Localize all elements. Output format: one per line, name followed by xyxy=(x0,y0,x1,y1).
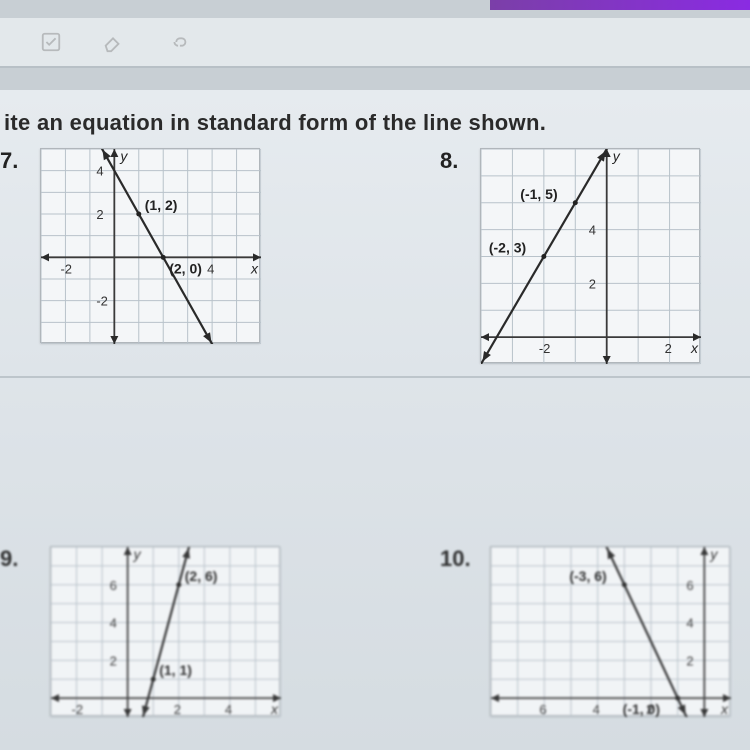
problem-number-10: 10. xyxy=(440,546,471,572)
svg-text:-2: -2 xyxy=(60,261,72,276)
svg-text:2: 2 xyxy=(665,341,672,356)
svg-text:2: 2 xyxy=(96,207,103,222)
svg-text:-2: -2 xyxy=(96,294,108,309)
eraser-icon[interactable] xyxy=(102,31,124,53)
graph-8: x y -2 2 4 2 (-1, 5) (-2, 3) xyxy=(480,148,700,363)
title-bar-accent xyxy=(490,0,750,10)
worksheet-page: ite an equation in standard form of the … xyxy=(0,90,750,750)
svg-text:(2, 0): (2, 0) xyxy=(169,260,202,276)
svg-text:y: y xyxy=(133,547,142,562)
svg-text:4: 4 xyxy=(225,702,232,717)
svg-text:4: 4 xyxy=(110,616,117,631)
svg-text:(2, 6): (2, 6) xyxy=(185,568,218,584)
svg-text:(1, 1): (1, 1) xyxy=(159,662,192,678)
graph-9: x y -2 2 4 6 4 2 (2, 6) (1, 1) xyxy=(50,546,280,716)
svg-text:y: y xyxy=(709,547,718,562)
problem-number-7: 7. xyxy=(0,148,18,174)
svg-text:2: 2 xyxy=(589,276,596,291)
graph-10: xy642642(-3, 6)(-1, 0) xyxy=(490,546,730,716)
svg-text:4: 4 xyxy=(589,223,596,238)
svg-text:x: x xyxy=(720,701,729,717)
svg-text:(-1, 5): (-1, 5) xyxy=(520,186,557,202)
graph-7: x y -2 4 4 2 -2 (1, 2) (2, 0) xyxy=(40,148,260,343)
svg-text:6: 6 xyxy=(686,578,693,593)
svg-text:2: 2 xyxy=(686,653,693,668)
svg-text:(1, 2): (1, 2) xyxy=(145,197,178,213)
link-icon[interactable] xyxy=(164,31,194,53)
svg-text:2: 2 xyxy=(110,653,117,668)
svg-text:4: 4 xyxy=(686,616,693,631)
toolbar xyxy=(0,18,750,68)
svg-text:(-3, 6): (-3, 6) xyxy=(569,568,606,584)
svg-text:2: 2 xyxy=(174,702,181,717)
svg-text:y: y xyxy=(612,149,621,164)
problems-container: 7. x y -2 4 4 2 -2 (1, 2) (2, 0) 8. x y -2 2 4 2 (-1, … xyxy=(0,136,750,736)
svg-text:6: 6 xyxy=(110,578,117,593)
svg-text:6: 6 xyxy=(539,702,546,717)
svg-text:y: y xyxy=(119,149,128,164)
svg-text:(-1, 0): (-1, 0) xyxy=(623,701,660,717)
svg-text:-2: -2 xyxy=(72,702,84,717)
problem-number-9: 9. xyxy=(0,546,18,572)
svg-text:4: 4 xyxy=(207,261,214,276)
divider xyxy=(0,376,750,378)
svg-text:x: x xyxy=(270,701,279,717)
svg-text:4: 4 xyxy=(593,702,600,717)
instruction-text: ite an equation in standard form of the … xyxy=(0,110,750,136)
svg-text:-2: -2 xyxy=(539,341,551,356)
svg-text:x: x xyxy=(250,260,259,276)
svg-text:4: 4 xyxy=(96,164,103,179)
svg-text:(-2, 3): (-2, 3) xyxy=(489,240,526,256)
problem-number-8: 8. xyxy=(440,148,458,174)
checkbox-icon[interactable] xyxy=(40,31,62,53)
svg-text:x: x xyxy=(690,340,699,356)
